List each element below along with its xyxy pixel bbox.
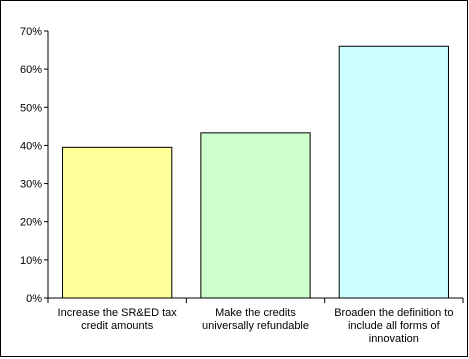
- x-tick-label: innovation: [369, 333, 419, 345]
- bar: [62, 146, 173, 299]
- x-tick-label: Broaden the definition to: [334, 307, 453, 319]
- bar: [200, 132, 311, 299]
- x-tick-label: universally refundable: [202, 320, 309, 332]
- y-tick-label: 10%: [20, 255, 42, 267]
- y-tick-label: 70%: [20, 26, 42, 38]
- y-tick-label: 50%: [20, 102, 42, 114]
- x-tick-label: credit amounts: [81, 320, 154, 332]
- x-tick-label: include all forms of: [348, 320, 441, 332]
- y-tick-label: 40%: [20, 140, 42, 152]
- y-tick-label: 60%: [20, 64, 42, 76]
- x-tick-label: Increase the SR&ED tax: [58, 307, 178, 319]
- y-tick-label: 0%: [26, 293, 42, 305]
- y-tick-label: 20%: [20, 217, 42, 229]
- bar: [338, 45, 449, 299]
- x-tick-label: Make the credits: [215, 307, 296, 319]
- y-tick-label: 30%: [20, 179, 42, 191]
